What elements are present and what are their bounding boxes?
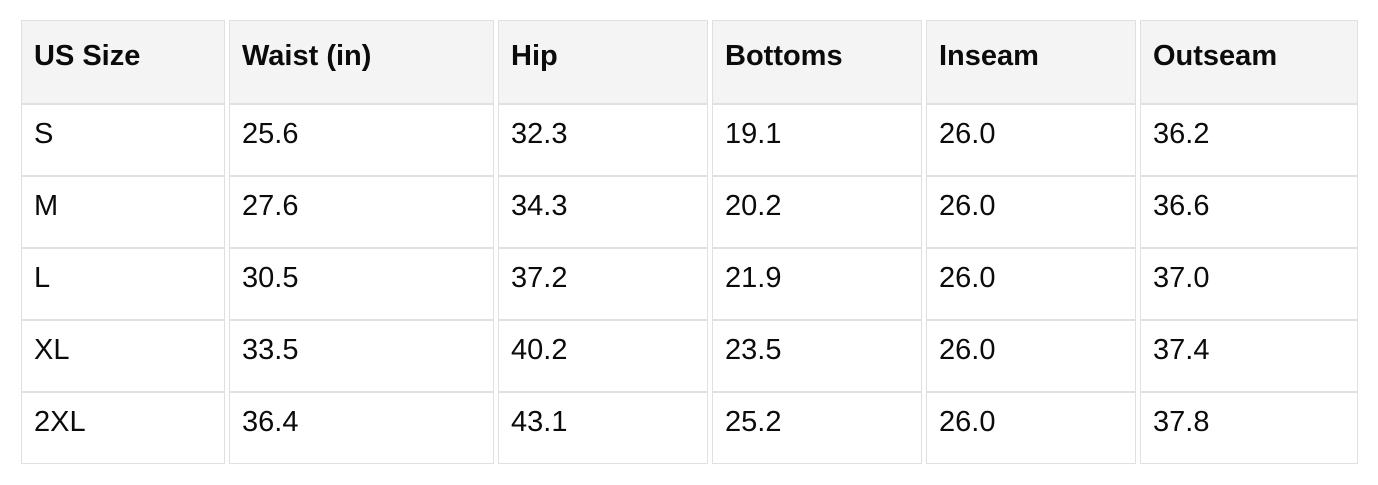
cell-outseam: 37.0 [1140, 248, 1358, 320]
table-row-xl: XL 33.5 40.2 23.5 26.0 37.4 [21, 320, 1358, 392]
table-row-m: M 27.6 34.3 20.2 26.0 36.6 [21, 176, 1358, 248]
size-chart-page: US Size Waist (in) Hip Bottoms Inseam Ou… [17, 20, 1362, 464]
cell-size: M [21, 176, 225, 248]
cell-bottoms: 25.2 [712, 392, 922, 464]
cell-waist: 30.5 [229, 248, 494, 320]
cell-waist: 25.6 [229, 104, 494, 176]
column-header-hip: Hip [498, 20, 708, 104]
cell-outseam: 36.2 [1140, 104, 1358, 176]
cell-size: 2XL [21, 392, 225, 464]
cell-outseam: 37.8 [1140, 392, 1358, 464]
cell-outseam: 36.6 [1140, 176, 1358, 248]
cell-inseam: 26.0 [926, 248, 1136, 320]
header-row: US Size Waist (in) Hip Bottoms Inseam Ou… [21, 20, 1358, 104]
column-header-us-size: US Size [21, 20, 225, 104]
table-row-2xl: 2XL 36.4 43.1 25.2 26.0 37.8 [21, 392, 1358, 464]
cell-hip: 40.2 [498, 320, 708, 392]
cell-waist: 33.5 [229, 320, 494, 392]
cell-inseam: 26.0 [926, 104, 1136, 176]
table-row-l: L 30.5 37.2 21.9 26.0 37.0 [21, 248, 1358, 320]
cell-inseam: 26.0 [926, 392, 1136, 464]
table-row-s: S 25.6 32.3 19.1 26.0 36.2 [21, 104, 1358, 176]
cell-bottoms: 19.1 [712, 104, 922, 176]
cell-outseam: 37.4 [1140, 320, 1358, 392]
cell-size: L [21, 248, 225, 320]
cell-bottoms: 23.5 [712, 320, 922, 392]
cell-inseam: 26.0 [926, 320, 1136, 392]
cell-hip: 32.3 [498, 104, 708, 176]
cell-size: S [21, 104, 225, 176]
cell-hip: 34.3 [498, 176, 708, 248]
size-chart-table: US Size Waist (in) Hip Bottoms Inseam Ou… [17, 20, 1362, 464]
cell-bottoms: 20.2 [712, 176, 922, 248]
cell-bottoms: 21.9 [712, 248, 922, 320]
cell-hip: 37.2 [498, 248, 708, 320]
cell-waist: 36.4 [229, 392, 494, 464]
column-header-outseam: Outseam [1140, 20, 1358, 104]
column-header-bottoms: Bottoms [712, 20, 922, 104]
cell-waist: 27.6 [229, 176, 494, 248]
cell-size: XL [21, 320, 225, 392]
cell-hip: 43.1 [498, 392, 708, 464]
column-header-waist: Waist (in) [229, 20, 494, 104]
column-header-inseam: Inseam [926, 20, 1136, 104]
cell-inseam: 26.0 [926, 176, 1136, 248]
